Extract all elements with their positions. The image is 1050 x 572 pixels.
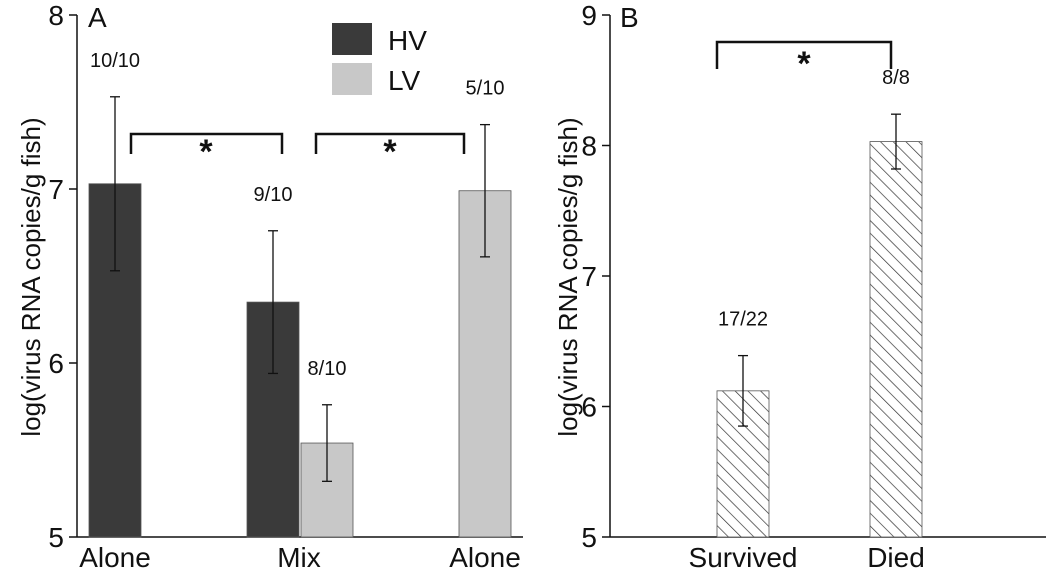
panel-b-y-tick-label: 7 (581, 261, 597, 292)
significance-star-lv: * (383, 133, 397, 171)
panel-b-y-tick-label: 5 (581, 522, 597, 553)
panel-b-y-tick-label: 9 (581, 0, 597, 31)
legend-lv-label: LV (388, 65, 420, 96)
legend-lv-swatch (332, 63, 372, 95)
panel-b-category-label: Survived (689, 542, 798, 572)
panel-a-y-axis-label: log(virus RNA copies/g fish) (16, 117, 46, 436)
panel-b: B log(virus RNA copies/g fish) 5 6 7 8 9 17/… (553, 0, 1046, 572)
panel-a-y-tick-label: 6 (48, 348, 64, 379)
panel-b-category-label: Died (867, 542, 925, 572)
count-label-survived: 17/22 (718, 309, 768, 331)
significance-bracket-hv (129, 132, 284, 154)
bar-died (869, 141, 923, 538)
panel-a-y-tick-label: 5 (48, 522, 64, 553)
panel-b-y-axis-label: log(virus RNA copies/g fish) (553, 117, 583, 436)
panel-a-label: A (88, 2, 107, 33)
panel-a-category-label: Alone (79, 542, 151, 572)
significance-star-hv: * (199, 133, 213, 171)
panel-b-label: B (620, 2, 639, 33)
panel-b-y-tick-label: 6 (581, 392, 597, 423)
significance-star-survival: * (797, 45, 811, 83)
legend-hv-swatch (332, 23, 372, 55)
panel-a-category-label: Mix (277, 542, 321, 572)
panel-a-category-label: Alone (449, 542, 521, 572)
count-label-lv-1: 8/10 (308, 358, 347, 380)
count-label-lv-2: 5/10 (466, 78, 505, 100)
panel-a-y-tick-label: 7 (48, 174, 64, 205)
significance-bracket-survival (715, 40, 893, 69)
panel-a-y-tick-label: 8 (48, 0, 64, 31)
significance-bracket-lv (314, 132, 466, 154)
count-label-hv-1: 9/10 (254, 184, 293, 206)
panel-b-y-tick-label: 8 (581, 131, 597, 162)
count-label-hv-0: 10/10 (90, 50, 140, 72)
count-label-died: 8/8 (882, 67, 910, 89)
legend-hv-label: HV (388, 25, 427, 56)
panel-a: A log(virus RNA copies/g fish) 5 6 7 8 10/1… (16, 0, 523, 572)
